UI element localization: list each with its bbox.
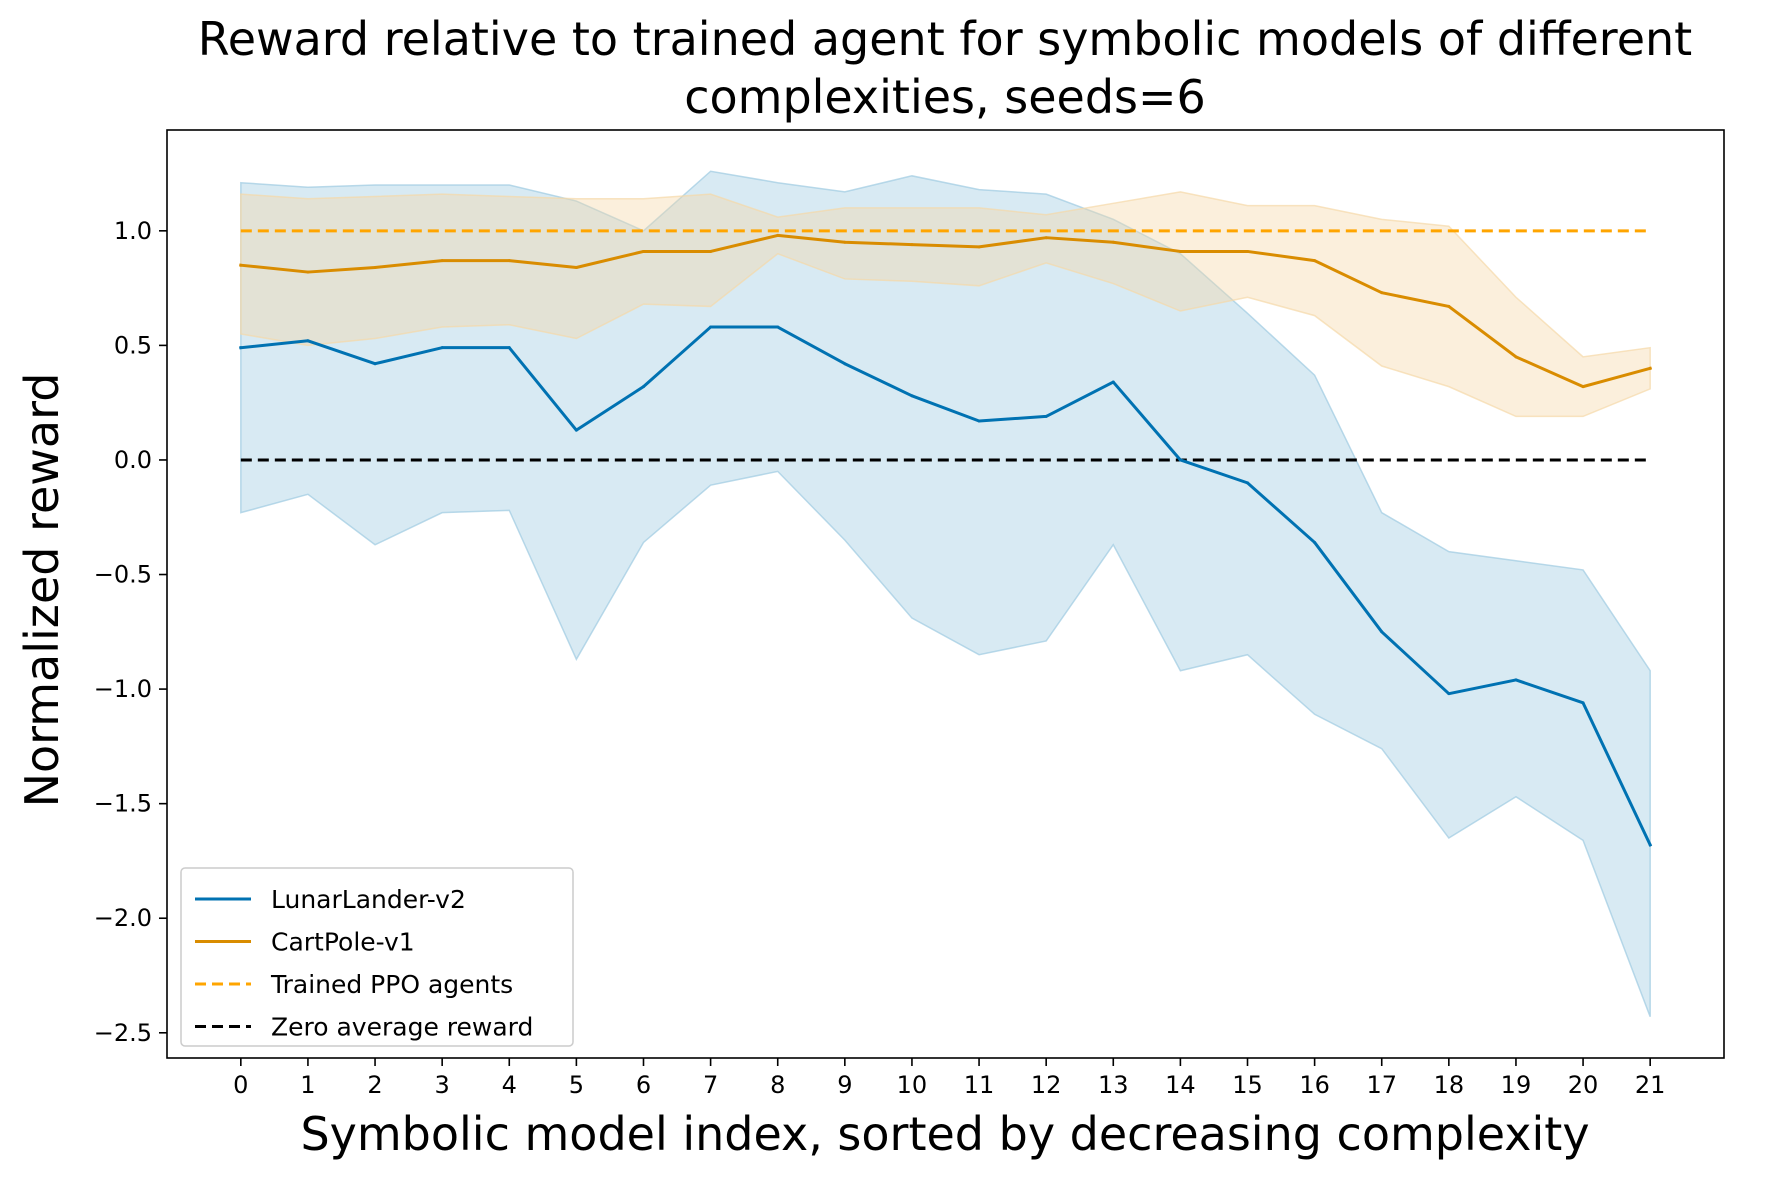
series-point-CartPole-v1-11 xyxy=(977,245,981,249)
x-tick-label-1: 1 xyxy=(300,1071,315,1099)
series-point-CartPole-v1-4 xyxy=(507,259,511,263)
x-tick-label-7: 7 xyxy=(703,1071,718,1099)
series-point-LunarLander-v2-18 xyxy=(1447,692,1451,696)
y-tick-label-6: −2.0 xyxy=(94,904,152,932)
series-point-LunarLander-v2-21 xyxy=(1648,843,1652,847)
series-point-CartPole-v1-2 xyxy=(373,265,377,269)
series-point-LunarLander-v2-16 xyxy=(1313,540,1317,544)
legend-label-3: Zero average reward xyxy=(271,1013,533,1042)
x-tick-label-17: 17 xyxy=(1366,1071,1397,1099)
series-point-LunarLander-v2-19 xyxy=(1514,678,1518,682)
series-point-CartPole-v1-8 xyxy=(776,233,780,237)
series-point-CartPole-v1-14 xyxy=(1178,249,1182,253)
x-tick-label-15: 15 xyxy=(1232,1071,1263,1099)
series-point-CartPole-v1-19 xyxy=(1514,355,1518,359)
series-line-LunarLander-v2 xyxy=(239,325,1653,847)
series-point-LunarLander-v2-14 xyxy=(1178,458,1182,462)
series-point-LunarLander-v2-10 xyxy=(910,394,914,398)
series-point-LunarLander-v2-15 xyxy=(1246,481,1250,485)
series-point-CartPole-v1-13 xyxy=(1111,240,1115,244)
plot-area: 0 1 2 3 4 5 6 7 8 9 10 11 12 13 14 15 16 17 18 19 20 211.00.5… xyxy=(94,129,1725,1099)
series-point-LunarLander-v2-17 xyxy=(1380,630,1384,634)
legend-box xyxy=(180,867,574,1047)
series-point-CartPole-v1-21 xyxy=(1648,366,1652,370)
series-point-LunarLander-v2-8 xyxy=(776,325,780,329)
y-tick-label-0: 1.0 xyxy=(114,217,152,245)
series-group xyxy=(239,170,1653,1018)
x-tick-label-3: 3 xyxy=(435,1071,450,1099)
legend-label-0: LunarLander-v2 xyxy=(271,885,466,914)
x-tick-label-5: 5 xyxy=(569,1071,584,1099)
series-point-CartPole-v1-5 xyxy=(574,265,578,269)
legend: LunarLander-v2 CartPole-v1 Trained PPO age… xyxy=(180,867,574,1047)
y-tick-label-5: −1.5 xyxy=(94,790,152,818)
series-point-CartPole-v1-18 xyxy=(1447,304,1451,308)
series-point-LunarLander-v2-20 xyxy=(1581,701,1585,705)
series-point-CartPole-v1-20 xyxy=(1581,385,1585,389)
series-point-LunarLander-v2-2 xyxy=(373,362,377,366)
chart-title-line-1: Reward relative to trained agent for sym… xyxy=(198,12,1692,66)
x-tick-label-8: 8 xyxy=(770,1071,785,1099)
y-tick-label-3: −0.5 xyxy=(94,561,152,589)
x-tick-label-13: 13 xyxy=(1098,1071,1129,1099)
series-point-LunarLander-v2-11 xyxy=(977,419,981,423)
legend-label-1: CartPole-v1 xyxy=(271,928,415,957)
series-line-CartPole-v1 xyxy=(239,233,1653,389)
x-axis-label: Symbolic model index, sorted by decreasi… xyxy=(300,1107,1589,1161)
axes-frame xyxy=(166,129,1725,1059)
x-tick-label-14: 14 xyxy=(1165,1071,1196,1099)
series-point-CartPole-v1-12 xyxy=(1044,236,1048,240)
chart-title-line-2: complexities, seeds=6 xyxy=(684,70,1206,124)
series-point-LunarLander-v2-13 xyxy=(1111,380,1115,384)
series-point-CartPole-v1-6 xyxy=(641,249,645,253)
series-point-CartPole-v1-7 xyxy=(709,249,713,253)
x-tick-label-11: 11 xyxy=(964,1071,995,1099)
series-point-CartPole-v1-10 xyxy=(910,243,914,247)
series-point-CartPole-v1-0 xyxy=(239,263,243,267)
series-point-CartPole-v1-1 xyxy=(306,270,310,274)
x-tick-label-0: 0 xyxy=(233,1071,248,1099)
x-tick-label-4: 4 xyxy=(502,1071,517,1099)
series-point-LunarLander-v2-5 xyxy=(574,428,578,432)
series-point-LunarLander-v2-6 xyxy=(641,385,645,389)
x-tick-label-20: 20 xyxy=(1568,1071,1599,1099)
series-point-LunarLander-v2-3 xyxy=(440,346,444,350)
x-tick-label-10: 10 xyxy=(897,1071,928,1099)
y-tick-label-4: −1.0 xyxy=(94,675,152,703)
series-point-LunarLander-v2-12 xyxy=(1044,414,1048,418)
series-point-CartPole-v1-3 xyxy=(440,259,444,263)
series-point-LunarLander-v2-7 xyxy=(709,325,713,329)
series-point-LunarLander-v2-4 xyxy=(507,346,511,350)
series-point-CartPole-v1-15 xyxy=(1246,249,1250,253)
x-tick-label-18: 18 xyxy=(1434,1071,1465,1099)
series-point-CartPole-v1-16 xyxy=(1313,259,1317,263)
series-point-CartPole-v1-17 xyxy=(1380,291,1384,295)
x-tick-label-19: 19 xyxy=(1501,1071,1532,1099)
legend-label-2: Trained PPO agents xyxy=(270,970,513,999)
x-tick-label-2: 2 xyxy=(367,1071,382,1099)
band-CartPole-v1 xyxy=(240,191,1651,418)
series-point-CartPole-v1-9 xyxy=(843,240,847,244)
x-tick-label-21: 21 xyxy=(1635,1071,1666,1099)
x-tick-label-12: 12 xyxy=(1031,1071,1062,1099)
y-axis-label: Normalized reward xyxy=(15,373,69,808)
x-tick-label-6: 6 xyxy=(636,1071,651,1099)
x-tick-label-9: 9 xyxy=(837,1071,852,1099)
band-LunarLander-v2 xyxy=(240,170,1651,1018)
series-point-LunarLander-v2-9 xyxy=(843,362,847,366)
y-tick-label-7: −2.5 xyxy=(94,1019,152,1047)
y-tick-label-1: 0.5 xyxy=(114,331,152,359)
series-point-LunarLander-v2-0 xyxy=(239,346,243,350)
y-tick-label-2: 0.0 xyxy=(114,446,152,474)
series-point-LunarLander-v2-1 xyxy=(306,339,310,343)
x-tick-label-16: 16 xyxy=(1299,1071,1330,1099)
